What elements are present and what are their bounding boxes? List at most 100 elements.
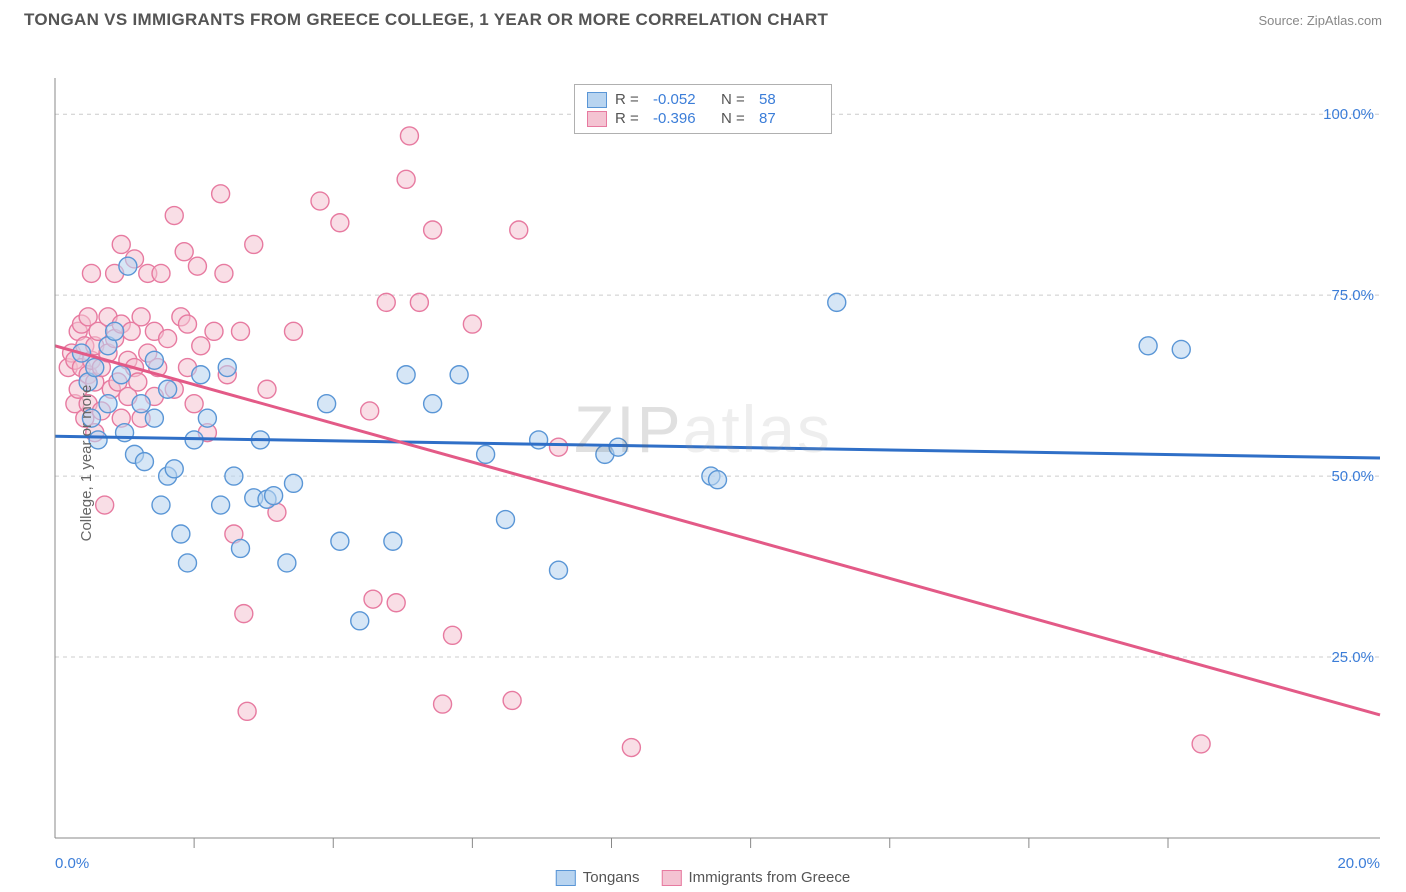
tongans-point [192,366,210,384]
legend-item-label: Tongans [583,869,640,886]
tongans-point [132,395,150,413]
y-tick-label: 75.0% [1331,287,1374,304]
greece-point [444,626,462,644]
tongans-point [1172,340,1190,358]
greece-point [258,380,276,398]
tongans-point [477,445,495,463]
r-value: -0.396 [653,110,713,127]
greece-swatch [587,111,607,127]
greece-point [159,330,177,348]
tongans-point [145,409,163,427]
tongans-point [135,453,153,471]
greece-point [434,695,452,713]
greece-point [112,235,130,253]
y-tick-label: 100.0% [1323,106,1374,123]
greece-trendline [55,346,1380,715]
tongans-point [278,554,296,572]
greece-point [212,185,230,203]
greece-point [175,243,193,261]
greece-point [331,214,349,232]
greece-point [622,739,640,757]
greece-point [235,605,253,623]
n-value: 87 [759,110,819,127]
legend-item-tongans: Tongans [556,869,640,886]
greece-point [245,235,263,253]
greece-point [550,438,568,456]
legend-item-greece: Immigrants from Greece [662,869,851,886]
greece-point [215,264,233,282]
greece-swatch [662,870,682,886]
r-label: R = [615,91,645,108]
tongans-point [212,496,230,514]
n-label: N = [721,110,751,127]
greece-point [463,315,481,333]
greece-point [179,315,197,333]
tongans-point [232,539,250,557]
greece-point [397,170,415,188]
tongans-point [179,554,197,572]
greece-point [1192,735,1210,753]
greece-point [188,257,206,275]
legend-row-greece: R = -0.396 N = 87 [587,109,819,128]
tongans-point [112,366,130,384]
tongans-point [609,438,627,456]
greece-point [232,322,250,340]
tongans-point [159,380,177,398]
series-legend: Tongans Immigrants from Greece [556,869,850,886]
source-attribution: Source: ZipAtlas.com [1258,13,1382,28]
tongans-point [172,525,190,543]
tongans-point [550,561,568,579]
tongans-point [530,431,548,449]
tongans-point [384,532,402,550]
greece-point [410,293,428,311]
tongans-point [318,395,336,413]
greece-point [364,590,382,608]
tongans-point [709,471,727,489]
y-tick-label: 25.0% [1331,649,1374,666]
tongans-swatch [587,92,607,108]
greece-point [132,308,150,326]
greece-point [96,496,114,514]
tongans-point [351,612,369,630]
greece-point [285,322,303,340]
scatter-plot-svg: 25.0%50.0%75.0%100.0%0.0%20.0% [0,38,1406,888]
n-value: 58 [759,91,819,108]
r-label: R = [615,110,645,127]
r-value: -0.052 [653,91,713,108]
greece-point [205,322,223,340]
greece-point [424,221,442,239]
x-tick-label: 0.0% [55,855,89,872]
tongans-point [198,409,216,427]
greece-point [129,373,147,391]
y-axis-label: College, 1 year or more [78,385,95,542]
greece-point [387,594,405,612]
n-label: N = [721,91,751,108]
tongans-point [397,366,415,384]
tongans-point [86,359,104,377]
chart-area: College, 1 year or more 25.0%50.0%75.0%1… [0,38,1406,888]
tongans-point [1139,337,1157,355]
greece-point [82,264,100,282]
greece-point [503,691,521,709]
chart-title: TONGAN VS IMMIGRANTS FROM GREECE COLLEGE… [24,10,828,30]
correlation-legend: R = -0.052 N = 58 R = -0.396 N = 87 [574,84,832,134]
legend-item-label: Immigrants from Greece [689,869,851,886]
greece-point [361,402,379,420]
tongans-point [828,293,846,311]
tongans-point [497,511,515,529]
greece-point [510,221,528,239]
greece-point [185,395,203,413]
greece-point [192,337,210,355]
x-tick-label: 20.0% [1337,855,1380,872]
tongans-point [99,395,117,413]
greece-point [238,702,256,720]
tongans-point [165,460,183,478]
tongans-point [450,366,468,384]
tongans-point [225,467,243,485]
tongans-point [145,351,163,369]
tongans-point [119,257,137,275]
tongans-point [265,487,283,505]
greece-point [165,207,183,225]
greece-point [311,192,329,210]
tongans-point [331,532,349,550]
